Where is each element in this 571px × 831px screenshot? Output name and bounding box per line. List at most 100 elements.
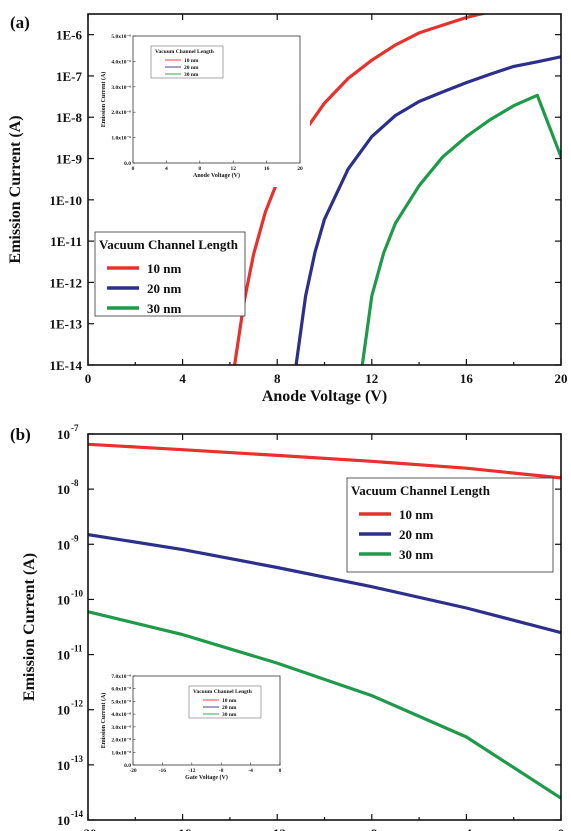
legend: Vacuum Channel Length 10 nm 20 nm 30 nm — [94, 231, 246, 317]
legend-label: 30 nm — [147, 301, 181, 316]
inset-y-tick-label: 5.0x10⁻⁸ — [111, 699, 131, 705]
inset-y-tick-label: 4.0x10⁻⁸ — [111, 712, 131, 718]
inset-y-tick-label: 3.0x10⁻⁸ — [111, 725, 131, 731]
y-tick-exponent: -9 — [71, 533, 79, 543]
y-tick-exponent: -8 — [71, 478, 79, 488]
legend-label: 20 nm — [147, 281, 181, 296]
inset-x-tick-label: -20 — [129, 768, 137, 774]
panel-label: (b) — [10, 425, 31, 444]
inset-y-tick-label: 6.0x10⁻⁸ — [111, 687, 131, 693]
y-tick-exponent: -7 — [71, 423, 79, 433]
inset-x-tick-label: 8 — [198, 166, 201, 172]
inset-legend-label: 10 nm — [184, 58, 199, 64]
inset-x-tick-label: 4 — [165, 166, 168, 172]
inset-x-tick-label: -8 — [219, 768, 224, 774]
series-line-20nm — [88, 532, 561, 635]
inset-y-tick-label: 5.0x10⁻⁶ — [111, 34, 131, 40]
legend-title: Vacuum Channel Length — [351, 483, 491, 498]
y-tick-exponent: -14 — [71, 809, 83, 819]
panel-label: (a) — [10, 13, 30, 32]
series-line-20nm — [294, 55, 561, 365]
inset-y-axis-label: Emission Current (A) — [100, 72, 107, 128]
y-tick-label: 10 — [57, 592, 70, 607]
inset-x-tick-label: 20 — [297, 166, 303, 172]
x-tick-label: 0 — [85, 371, 92, 386]
inset-legend-label: 30 nm — [184, 72, 199, 78]
inset-y-tick-label: 1.0x10⁻⁶ — [111, 136, 131, 142]
inset-y-tick-label: 0.0 — [124, 763, 131, 769]
x-tick-label: -12 — [269, 826, 286, 831]
y-tick-label: 1E-9 — [56, 152, 83, 167]
y-tick-label: 1E-13 — [50, 317, 83, 332]
inset-legend-label: 20 nm — [184, 65, 199, 71]
y-tick-exponent: -11 — [71, 644, 83, 654]
inset: -20 -16 -12 -8 -4 0 0.0 1.0x10⁻⁸ 2.0x10⁻⁸ 3.0x10⁻… — [97, 670, 290, 789]
inset-y-tick-label: 7.0x10⁻⁸ — [111, 674, 131, 680]
inset-x-tick-label: -12 — [188, 768, 196, 774]
y-axis-label: Emission Current (A) — [21, 553, 38, 701]
legend-box — [94, 231, 246, 317]
inset-x-tick-label: -16 — [159, 768, 167, 774]
panel-a: 0 4 8 12 16 20 1E-6 1E-7 1E-8 1E-9 1E-10 1E-11 1E-12… — [7, 13, 568, 405]
x-tick-label: 8 — [274, 371, 281, 386]
y-tick-label: 10 — [57, 648, 70, 663]
y-tick-label: 1E-6 — [56, 28, 83, 43]
series-line-30nm — [360, 93, 561, 365]
inset-x-tick-label: 0 — [279, 768, 282, 774]
series-line-10nm — [233, 14, 488, 365]
legend-title: Vacuum Channel Length — [99, 237, 239, 252]
y-tick-label: 1E-14 — [50, 358, 83, 373]
inset-y-tick-label: 0.0 — [124, 161, 131, 167]
x-tick-label: -4 — [461, 826, 472, 831]
y-tick-label: 10 — [57, 703, 70, 718]
inset-y-tick-label: 3.0x10⁻⁶ — [111, 85, 131, 91]
y-tick-label: 1E-12 — [50, 275, 83, 290]
inset-y-tick-label: 2.0x10⁻⁶ — [111, 110, 131, 116]
x-tick-label: 12 — [365, 371, 378, 386]
legend-label: 10 nm — [399, 507, 433, 522]
y-tick-label: 1E-7 — [56, 69, 83, 84]
y-tick-exponent: -13 — [71, 754, 83, 764]
y-tick-exponent: -12 — [71, 699, 83, 709]
legend-label: 30 nm — [399, 547, 433, 562]
y-tick-label: 1E-10 — [50, 193, 83, 208]
x-tick-label: 4 — [179, 371, 186, 386]
inset-y-tick-label: 1.0x10⁻⁸ — [111, 750, 131, 756]
x-tick-label: 20 — [555, 371, 568, 386]
y-tick-label: 1E-8 — [56, 110, 83, 125]
series-group — [88, 442, 561, 800]
panel-b: -20-16-12-8-4010-710-810-910-1010-1110-1… — [10, 423, 564, 831]
inset-y-axis-label: Emission Current (A) — [100, 693, 107, 749]
x-tick-label: -16 — [174, 826, 192, 831]
x-tick-label: 0 — [558, 826, 565, 831]
legend-label: 20 nm — [399, 527, 433, 542]
legend: Vacuum Channel Length 10 nm 20 nm 30 nm — [346, 477, 554, 573]
inset-y-tick-label: 2.0x10⁻⁸ — [111, 738, 131, 744]
y-axis-label: Emission Current (A) — [7, 115, 24, 263]
inset-x-axis-label: Anode Voltage (V) — [193, 172, 240, 179]
y-tick-label: 10 — [57, 537, 70, 552]
inset: 0 4 8 12 16 20 0.0 1.0x10⁻⁶ 2.0x10⁻⁶ 3.0x10⁻⁶ 4.0x… — [97, 30, 310, 187]
inset-legend-title: Vacuum Channel Length — [193, 689, 252, 695]
series-group — [233, 14, 561, 365]
inset-x-tick-label: 16 — [264, 166, 270, 172]
x-tick-label: 16 — [460, 371, 474, 386]
y-tick-exponent: -10 — [71, 588, 83, 598]
inset-x-tick-label: 12 — [230, 166, 236, 172]
y-tick-label: 10 — [57, 813, 70, 828]
x-axis-label: Anode Voltage (V) — [262, 388, 387, 405]
x-tick-label: -8 — [366, 826, 377, 831]
inset-legend-label: 10 nm — [222, 698, 237, 704]
series-line-30nm — [88, 610, 561, 800]
y-tick-label: 10 — [57, 427, 70, 442]
inset-x-axis-label: Gate Voltage (V) — [185, 774, 228, 781]
inset-x-tick-label: -4 — [248, 768, 253, 774]
inset-legend-label: 30 nm — [222, 712, 237, 718]
y-tick-label: 10 — [57, 758, 70, 773]
inset-x-tick-label: 0 — [132, 166, 135, 172]
y-tick-label: 1E-11 — [50, 234, 82, 249]
y-tick-label: 10 — [57, 482, 70, 497]
